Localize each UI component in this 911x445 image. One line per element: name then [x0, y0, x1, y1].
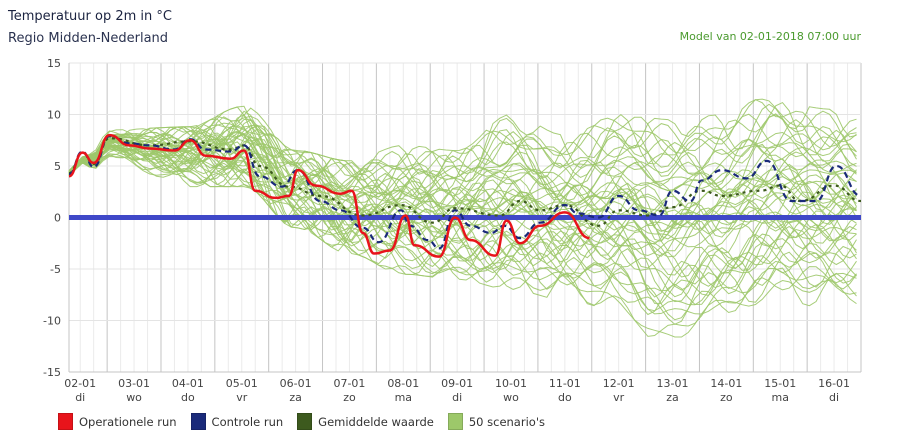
scenario-line: [68, 99, 857, 181]
legend-item-operational[interactable]: Operationele run: [58, 413, 177, 430]
x-tick-day: do: [558, 391, 572, 404]
x-tick-date: 10-01: [495, 377, 527, 390]
legend-item-scenarios[interactable]: 50 scenario's: [447, 413, 545, 430]
x-tick-date: 02-01: [64, 377, 96, 390]
scenario-line: [68, 145, 857, 298]
x-tick-day: di: [452, 391, 462, 404]
legend-swatch: [190, 413, 206, 430]
x-tick-date: 13-01: [657, 377, 689, 390]
x-tick-day: ma: [395, 391, 412, 404]
x-tick-date: 03-01: [118, 377, 150, 390]
legend-label: Controle run: [211, 414, 284, 429]
y-tick-label: -10: [43, 315, 61, 328]
scenario-line: [68, 107, 857, 198]
model-run-info: Model van 02-01-2018 07:00 uur: [679, 30, 861, 43]
x-tick-date: 05-01: [226, 377, 258, 390]
scenario-line: [68, 101, 857, 198]
x-tick-day: vr: [613, 391, 625, 404]
scenario-line: [68, 144, 857, 321]
x-tick-day: di: [75, 391, 85, 404]
chart-title: Temperatuur op 2m in °C: [8, 9, 172, 24]
scenario-line: [68, 146, 857, 292]
y-tick-label: 15: [47, 57, 61, 70]
x-tick-date: 06-01: [280, 377, 312, 390]
legend-item-control[interactable]: Controle run: [190, 413, 284, 430]
x-tick-date: 16-01: [818, 377, 850, 390]
legend-swatch: [447, 413, 463, 430]
mean-line: [68, 137, 862, 227]
scenario-line: [68, 141, 857, 285]
x-tick-date: 14-01: [710, 377, 742, 390]
x-tick-day: za: [666, 391, 679, 404]
scenario-line: [68, 118, 857, 198]
y-tick-label: 10: [47, 109, 61, 122]
legend-label: Gemiddelde waarde: [318, 414, 434, 429]
y-tick-label: -15: [43, 366, 61, 379]
y-tick-label: 0: [54, 212, 61, 225]
x-tick-day: za: [289, 391, 302, 404]
scenario-line: [68, 144, 857, 304]
chart-subtitle: Regio Midden-Nederland: [8, 31, 169, 46]
operational-run-line: [68, 133, 590, 258]
x-tick-date: 15-01: [764, 377, 796, 390]
x-tick-day: vr: [236, 391, 248, 404]
scenario-line: [68, 140, 857, 257]
x-tick-date: 11-01: [549, 377, 581, 390]
legend-swatch: [297, 413, 313, 430]
scenario-line: [68, 114, 857, 230]
x-tick-day: zo: [343, 391, 356, 404]
scenario-line: [68, 115, 857, 197]
x-tick-day: wo: [503, 391, 519, 404]
y-tick-label: -5: [50, 263, 61, 276]
scenario-line: [68, 135, 857, 227]
scenario-line: [68, 145, 857, 325]
legend-label: Operationele run: [79, 414, 177, 429]
y-tick-label: 5: [54, 160, 61, 173]
x-tick-date: 07-01: [333, 377, 365, 390]
scenario-line: [68, 119, 857, 242]
legend-label: 50 scenario's: [468, 414, 545, 429]
scenario-line: [68, 125, 857, 228]
scenario-line: [68, 155, 857, 337]
x-tick-date: 08-01: [387, 377, 419, 390]
x-tick-date: 12-01: [603, 377, 635, 390]
scenario-line: [68, 140, 857, 258]
x-tick-day: do: [181, 391, 195, 404]
x-tick-date: 04-01: [172, 377, 204, 390]
legend-swatch: [58, 413, 73, 430]
scenario-line: [68, 126, 857, 202]
x-tick-day: di: [829, 391, 839, 404]
legend: Operationele run Controle run Gemiddelde…: [58, 413, 545, 430]
x-tick-day: ma: [771, 391, 788, 404]
legend-item-mean[interactable]: Gemiddelde waarde: [297, 413, 434, 430]
x-tick-date: 09-01: [441, 377, 473, 390]
x-tick-day: wo: [126, 391, 142, 404]
x-tick-day: zo: [720, 391, 733, 404]
scenario-line: [68, 147, 857, 312]
